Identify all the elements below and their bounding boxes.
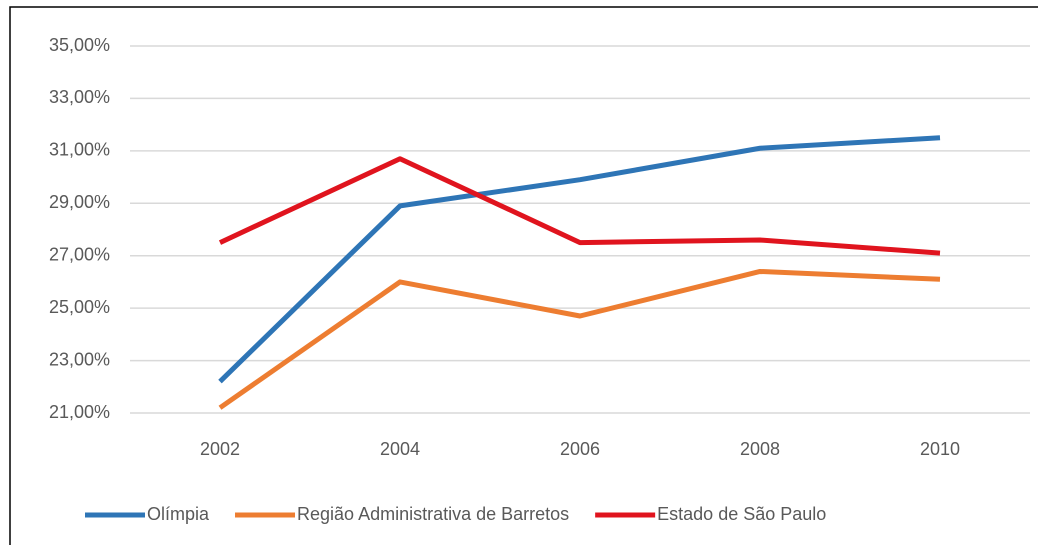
series-line <box>218 135 941 384</box>
y-tick-label: 33,00% <box>49 87 110 107</box>
x-tick-label: 2008 <box>740 439 780 459</box>
y-tick-label: 31,00% <box>49 140 110 160</box>
series-line <box>218 268 941 410</box>
legend-label: Região Administrativa de Barretos <box>297 504 569 524</box>
x-tick-label: 2006 <box>560 439 600 459</box>
chart-frame <box>9 6 1038 545</box>
x-tick-label: 2004 <box>380 439 420 459</box>
y-tick-label: 35,00% <box>49 35 110 55</box>
legend-label: Estado de São Paulo <box>657 504 826 524</box>
y-tick-label: 29,00% <box>49 192 110 212</box>
legend-label: Olímpia <box>147 504 210 524</box>
y-tick-label: 27,00% <box>49 244 110 264</box>
x-tick-label: 2002 <box>200 439 240 459</box>
x-tick-label: 2010 <box>920 439 960 459</box>
y-tick-label: 23,00% <box>49 349 110 369</box>
y-tick-label: 25,00% <box>49 297 110 317</box>
y-tick-label: 21,00% <box>49 402 110 422</box>
series-line <box>218 156 941 256</box>
